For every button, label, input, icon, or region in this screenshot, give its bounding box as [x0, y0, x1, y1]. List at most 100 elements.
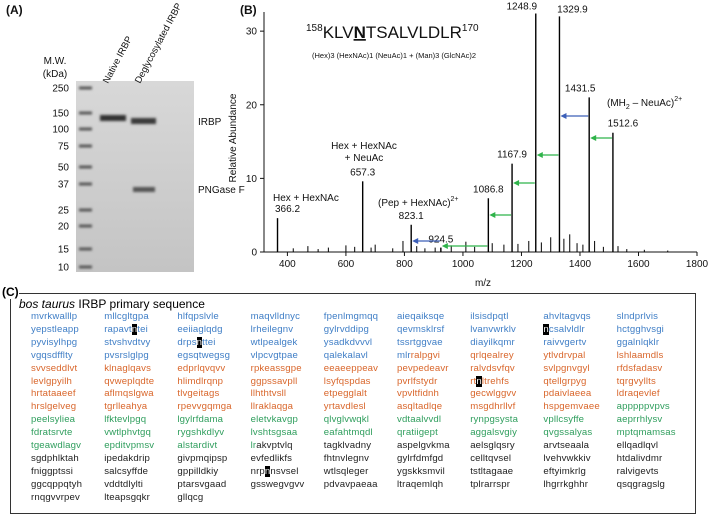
marker-band	[79, 265, 92, 269]
marker-label: 150	[52, 109, 69, 120]
residues: edprlqvqvv	[177, 362, 226, 374]
residues: raivvgertv	[543, 336, 587, 348]
residues: fniggptssi	[31, 465, 74, 477]
sequence-block: klnaglqavs	[104, 363, 151, 374]
sequence-block: hspgemvaee	[543, 401, 599, 412]
sequence-block: ysadkdvvvl	[324, 337, 372, 348]
sequence-block: hlimdlrqnp	[177, 376, 223, 387]
sequence-block: gppilldkiy	[177, 466, 218, 477]
band	[100, 115, 126, 121]
marker-band	[79, 86, 92, 90]
residues: salcsyffde	[104, 465, 149, 477]
sequence-block: tplrarrspr	[470, 479, 510, 490]
marker-band	[79, 111, 92, 115]
peptide-seq: TSALVLDLR	[366, 23, 462, 42]
sequence-block: rpkeassgpe	[251, 363, 302, 374]
peak-label: 1329.9	[557, 4, 588, 15]
peptide-seq: KLV	[323, 23, 355, 42]
residues: lgylrfdama	[177, 414, 224, 426]
y-axis-label: Relative Abundance	[228, 93, 239, 182]
residues: peelsyliea	[31, 414, 76, 426]
residues: gylrvddipg	[323, 323, 370, 335]
arrow-head	[590, 135, 597, 141]
sequence-block: lshlaamdls	[617, 350, 664, 361]
residues: csalvldlr	[548, 323, 585, 335]
sequence-block: eafahtmqdl	[324, 427, 373, 438]
sequence-block: ltraqemlqh	[397, 479, 443, 490]
residues: gllqcg	[177, 491, 204, 503]
sequence-block: vdtaalvvdl	[397, 414, 441, 425]
peptide-start: 158	[306, 23, 323, 34]
residues: ytlvdrvpal	[543, 349, 586, 361]
arrow-head	[560, 113, 567, 119]
glyco-site: n	[131, 323, 138, 335]
sequence-block: qrlqealrey	[470, 350, 514, 361]
residues: lshlaamdls	[616, 349, 664, 361]
residues: klnaglqavs	[104, 362, 152, 374]
residues: ldraqevlef	[616, 388, 660, 400]
residues: givpmqipsp	[177, 452, 228, 464]
sequence-block: tagklvadny	[324, 440, 371, 451]
residues: ipedakdrip	[104, 452, 150, 464]
sequence-block: lsyfqspdas	[324, 376, 371, 387]
sequence-block: svvseddlvt	[31, 363, 77, 374]
residues: vddtdlylti	[104, 478, 144, 490]
annotation: Hex + HexNAc	[331, 141, 397, 152]
arrow-head	[536, 152, 543, 158]
panel-label: (A)	[6, 3, 23, 17]
marker-label: 15	[58, 245, 70, 256]
sequence-block: lvehvwkkiv	[543, 453, 590, 464]
residues: lfktevlpgq	[104, 414, 147, 426]
residues: aggalsvgiy	[470, 427, 518, 439]
residues: eafahtmqdl	[323, 427, 373, 439]
residues: gylrfdmfgd	[397, 452, 444, 464]
residues: lhgrrkghhr	[543, 478, 589, 490]
sequence-block: ldraqevlef	[617, 388, 660, 399]
marker-band	[79, 208, 92, 212]
residues: asqltadlqe	[397, 401, 443, 413]
sequence-block: pdaivlaeea	[543, 388, 591, 399]
residues: eeaeeppeav	[323, 362, 379, 374]
residues: ggcqppqtyh	[31, 478, 83, 490]
residues: ralpgvi	[410, 349, 441, 361]
residues: rynpgsysta	[470, 414, 519, 426]
sequence-block: pdvavpaeaa	[324, 479, 378, 490]
residues: llhthtvsll	[250, 388, 287, 400]
residues: ltrehfs	[481, 375, 510, 387]
sequence-block: tgeawdlagv	[31, 440, 81, 451]
sequence-block: eftyimkrlg	[543, 466, 586, 477]
residues: svlpgnvgyl	[543, 362, 590, 374]
sequence-block: celltqvsel	[470, 453, 511, 464]
marker-band	[79, 182, 92, 186]
residues: lvanvwrklv	[470, 323, 516, 335]
sequence-block: mllcgltgpa	[104, 311, 149, 322]
residues: yrtavdlesl	[323, 401, 366, 413]
sequence-block: vwtlphvtgq	[104, 427, 151, 438]
residues: pyvisylhpg	[31, 336, 78, 348]
sequence-block: lteapsgqkr	[104, 492, 150, 503]
sequence-block: givpmqipsp	[177, 453, 227, 464]
glyco-site: n	[196, 336, 203, 348]
sequence-block: rynpgsysta	[470, 414, 518, 425]
sequence-block: llraklaqga	[251, 401, 294, 412]
sequence-block: qvgssalyas	[543, 427, 592, 438]
residues: tei	[137, 323, 148, 335]
sequence-block: mptqmamsas	[617, 427, 676, 438]
peak-label: 924.5	[428, 235, 453, 246]
residues: levlgpyilh	[31, 375, 72, 387]
residues: hlfqpslvle	[177, 311, 219, 322]
sequence-block: gylrfdmfgd	[397, 453, 443, 464]
residues: eeiiaglqdg	[177, 323, 223, 335]
sequence-block: wtlpealgek	[251, 337, 298, 348]
residues: msgdhrllvf	[470, 401, 516, 413]
residues: aspelgvkma	[397, 440, 450, 451]
sequence-block: ptarsvgaad	[177, 479, 226, 490]
residues: nrp	[250, 465, 265, 477]
sequence-block: lvshtsgsaa	[251, 427, 298, 438]
sequence-block: lfktevlpgq	[104, 414, 146, 425]
sequence-block: ggalnlqklr	[617, 337, 660, 348]
arrow-head	[489, 212, 496, 218]
residues: hlimdlrqnp	[177, 375, 224, 387]
residues: rapavt	[104, 323, 132, 335]
